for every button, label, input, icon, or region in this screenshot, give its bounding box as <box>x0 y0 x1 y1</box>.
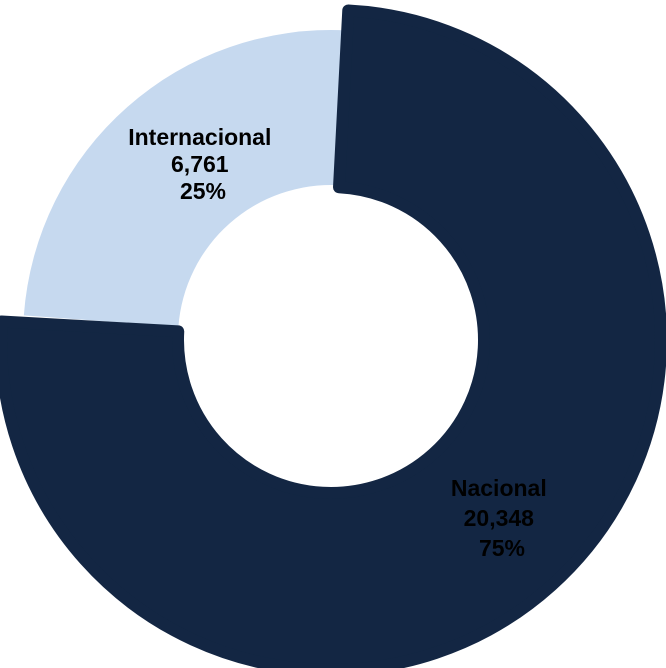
label-nacional-value: 20,348 <box>464 505 535 531</box>
label-nacional: Nacional 20,348 75% <box>451 475 553 561</box>
label-nacional-name: Nacional <box>451 475 547 501</box>
label-internacional-value: 6,761 <box>171 151 229 177</box>
slice-nacional <box>0 4 666 668</box>
label-nacional-percent: 75% <box>479 535 525 561</box>
label-internacional: Internacional 6,761 25% <box>128 124 278 204</box>
label-internacional-percent: 25% <box>180 178 226 204</box>
slices-group <box>0 4 666 668</box>
label-internacional-name: Internacional <box>128 124 271 150</box>
slice-internacional <box>23 30 348 327</box>
